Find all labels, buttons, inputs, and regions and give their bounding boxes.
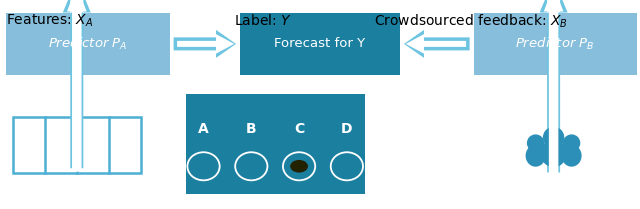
- Text: Predictor $P_B$: Predictor $P_B$: [515, 36, 595, 52]
- Circle shape: [543, 127, 564, 148]
- Ellipse shape: [525, 145, 545, 167]
- Polygon shape: [404, 30, 470, 58]
- Text: Label: $Y$: Label: $Y$: [234, 13, 291, 28]
- Polygon shape: [544, 0, 563, 176]
- Text: A: A: [198, 122, 209, 136]
- Bar: [13, 117, 141, 173]
- Text: D: D: [341, 122, 353, 136]
- Text: C: C: [294, 122, 304, 136]
- Bar: [474, 13, 637, 75]
- Polygon shape: [177, 34, 234, 54]
- Circle shape: [527, 135, 543, 151]
- Text: B: B: [246, 122, 257, 136]
- Ellipse shape: [562, 145, 582, 167]
- Text: Predictor $P_A$: Predictor $P_A$: [48, 36, 128, 52]
- Polygon shape: [173, 30, 236, 58]
- Text: Crowdsourced feedback: $X_B$: Crowdsourced feedback: $X_B$: [374, 13, 568, 30]
- Bar: [240, 13, 400, 75]
- Polygon shape: [540, 0, 568, 172]
- Text: Features: $X_A$: Features: $X_A$: [6, 13, 93, 29]
- Text: Forecast for Y: Forecast for Y: [275, 37, 365, 50]
- Bar: [6, 13, 170, 75]
- Polygon shape: [406, 34, 466, 54]
- Bar: [186, 94, 365, 194]
- Ellipse shape: [541, 139, 566, 167]
- Ellipse shape: [290, 160, 308, 173]
- Polygon shape: [67, 0, 86, 172]
- Polygon shape: [63, 0, 91, 168]
- Circle shape: [564, 135, 580, 151]
